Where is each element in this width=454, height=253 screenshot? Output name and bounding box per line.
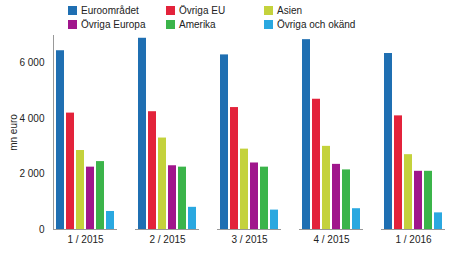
svg-text:3 / 2015: 3 / 2015 <box>231 234 268 245</box>
html-text:Övriga EU: Övriga EU <box>179 5 226 16</box>
html-text:Amerika: Amerika <box>179 19 216 30</box>
html-text:Asien: Asien <box>277 5 302 16</box>
html-text:Övriga Europa: Övriga Europa <box>81 19 146 30</box>
html-text:Övriga och okänd: Övriga och okänd <box>277 19 356 30</box>
svg-text:2 / 2015: 2 / 2015 <box>149 234 186 245</box>
svg-text:4 / 2015: 4 / 2015 <box>313 234 350 245</box>
svg-text:1 / 2016: 1 / 2016 <box>395 234 432 245</box>
svg-text:1 / 2015: 1 / 2015 <box>67 234 104 245</box>
svg-text:2 000: 2 000 <box>19 168 44 179</box>
html-text:Euroområdet: Euroområdet <box>81 5 139 16</box>
svg-text:0: 0 <box>39 224 45 235</box>
svg-text:6 000: 6 000 <box>19 57 44 68</box>
svg-text:4 000: 4 000 <box>19 113 44 124</box>
svg-text:mn euro: mn euro <box>8 114 19 151</box>
